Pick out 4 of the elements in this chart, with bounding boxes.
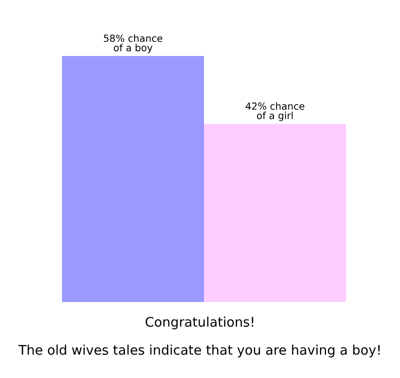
text: The old wives tales indicate that you are having a boy! [18,344,380,358]
data-label: 42% chance of a girl [246,102,304,122]
text: Congratulations! [146,316,254,330]
data-label: 58% chance of a boy [104,34,162,54]
